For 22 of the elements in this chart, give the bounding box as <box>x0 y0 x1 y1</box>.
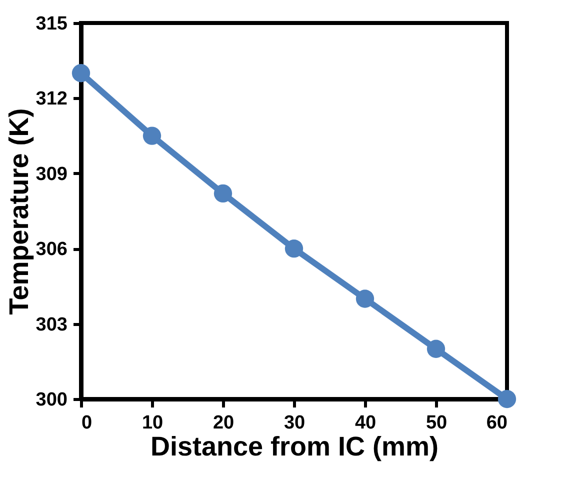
y-tick-label: 312 <box>36 88 68 110</box>
y-tick-label: 306 <box>36 239 68 260</box>
y-tick-label: 303 <box>36 314 68 336</box>
x-tick-label: 10 <box>142 412 164 434</box>
point <box>72 64 90 82</box>
x-tick-label: 20 <box>212 412 234 434</box>
x-tick-label: 40 <box>354 412 376 434</box>
x-tick-label: 50 <box>426 412 448 434</box>
point <box>214 184 232 203</box>
point <box>142 126 162 145</box>
y-axis-title: Temperature (K) <box>4 108 34 315</box>
y-tick-label: 300 <box>36 390 68 410</box>
x-tick-label: 0 <box>82 412 92 434</box>
point <box>356 290 374 308</box>
x-tick-label: 60 <box>486 412 508 434</box>
point <box>284 240 304 258</box>
y-tick-label: 315 <box>36 14 68 34</box>
x-axis-title: Distance from IC (mm) <box>150 432 439 462</box>
point <box>498 390 516 408</box>
x-tick-label: 30 <box>284 412 306 434</box>
point <box>426 340 446 358</box>
y-tick-label: 309 <box>36 164 68 185</box>
